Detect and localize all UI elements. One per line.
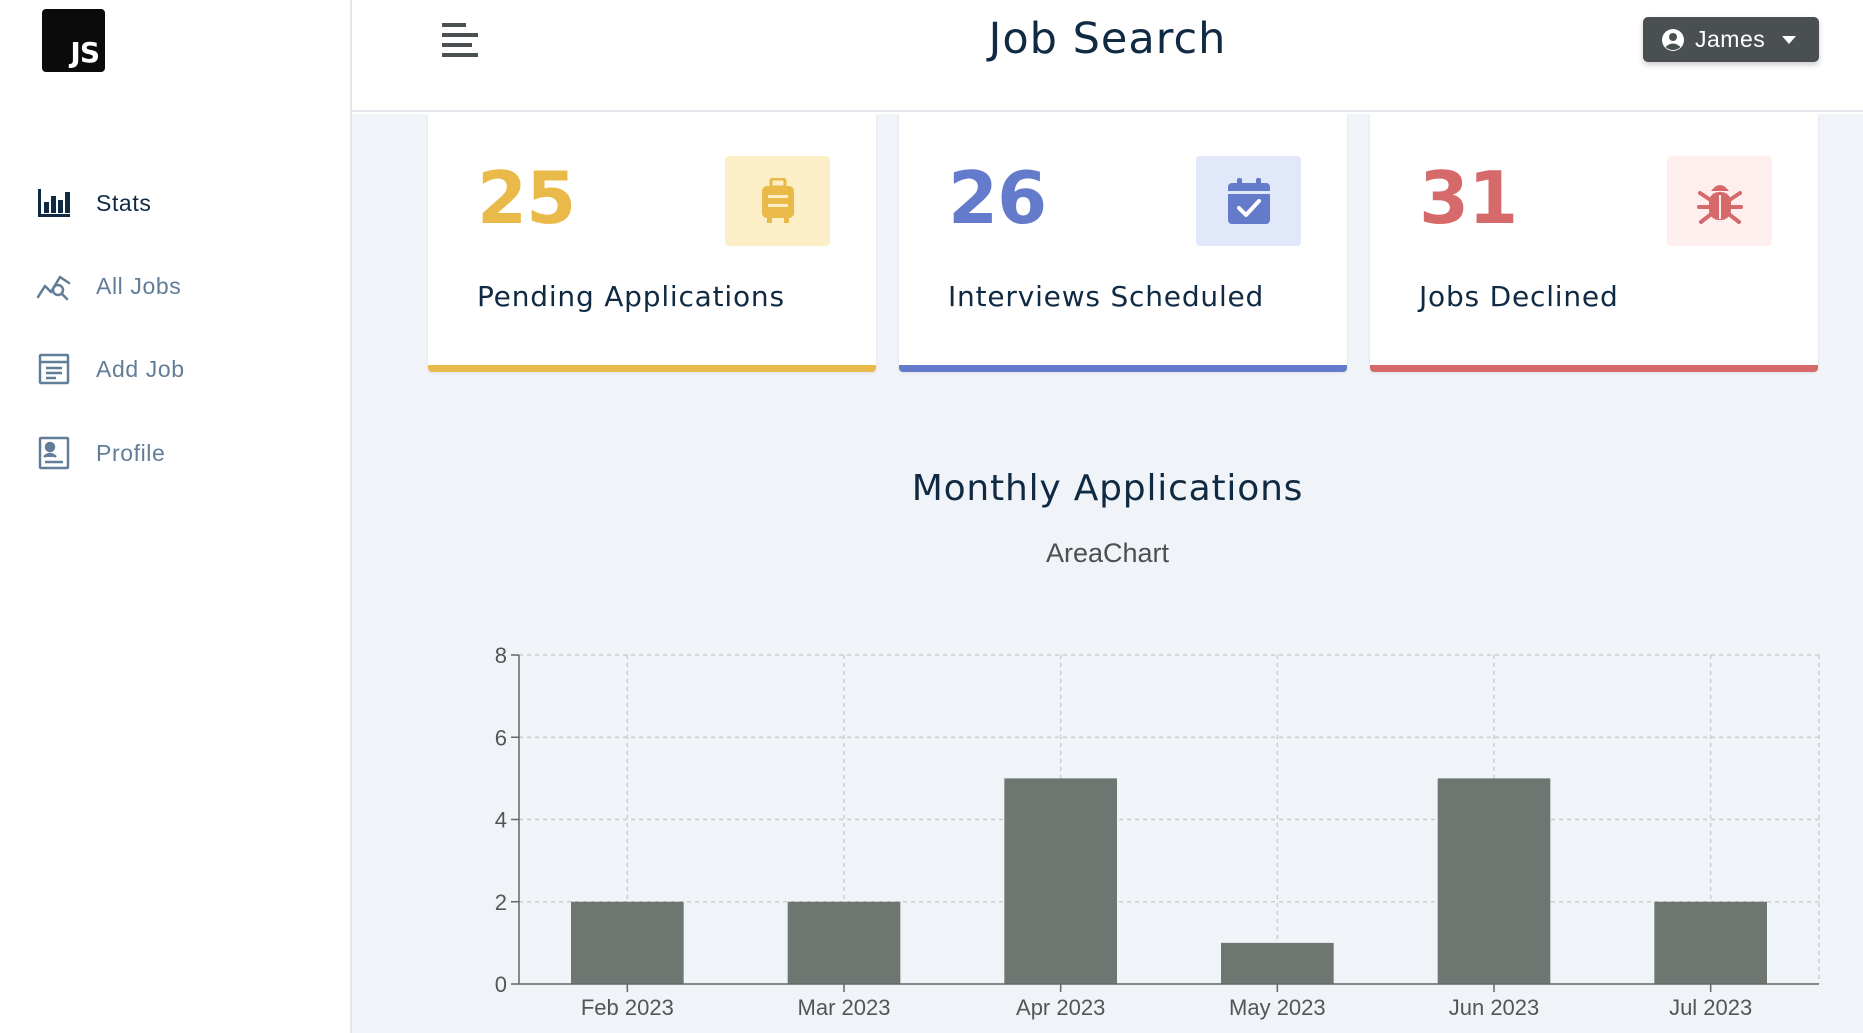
suitcase-icon [725, 156, 830, 246]
chart-bar [1221, 942, 1334, 984]
menu-icon [442, 23, 478, 57]
chart-search-icon [36, 268, 72, 304]
stat-label: Jobs Declined [1419, 280, 1619, 313]
y-tick-label: 4 [495, 808, 507, 833]
form-icon [36, 351, 72, 387]
bar-chart-icon [36, 185, 72, 221]
monthly-applications-chart: 0 2 4 6 8 Feb 2023 Mar 2023 Apr 2023 May 2023 Jun… [495, 643, 1820, 1020]
sidebar: JS Stats All Jobs [0, 0, 352, 1033]
x-tick-label: May 2023 [1229, 995, 1326, 1020]
y-tick-label: 2 [495, 890, 507, 915]
stat-count: 31 [1419, 156, 1518, 240]
stat-card-pending: 25 Pending Applications [428, 114, 876, 372]
sidebar-item-add-job[interactable]: Add Job [36, 347, 185, 391]
user-circle-icon [1662, 28, 1684, 51]
logo-text: JS [70, 36, 100, 69]
stat-card-declined: 31 Jobs Declined [1370, 114, 1818, 372]
x-tick-label: Jul 2023 [1669, 995, 1752, 1020]
x-tick-label: Mar 2023 [798, 995, 891, 1020]
x-tick-label: Jun 2023 [1449, 995, 1540, 1020]
sidebar-item-all-jobs[interactable]: All Jobs [36, 264, 181, 308]
dashboard-main: 25 Pending Applications 26 Intervi [352, 114, 1863, 1033]
x-tick-label: Apr 2023 [1016, 995, 1105, 1020]
sidebar-item-label: Profile [96, 439, 166, 466]
logo[interactable]: JS [42, 9, 105, 72]
chart-bar [1004, 778, 1117, 984]
chart-bar [787, 901, 901, 984]
id-card-icon [36, 435, 72, 471]
bug-icon [1667, 156, 1772, 246]
sidebar-item-label: Stats [96, 189, 152, 216]
stat-count: 25 [477, 156, 576, 240]
chart-bar [1654, 901, 1767, 984]
chart-type-toggle[interactable]: AreaChart [352, 538, 1863, 569]
top-navbar: Job Search James [352, 0, 1863, 112]
y-tick-label: 0 [495, 972, 507, 997]
calendar-check-icon [1196, 156, 1301, 246]
stat-count: 26 [948, 156, 1047, 240]
chart-type-toggle-label[interactable]: AreaChart [1045, 538, 1170, 568]
chart-title: Monthly Applications [911, 468, 1304, 509]
chart-bar [571, 901, 684, 984]
x-tick-label: Feb 2023 [581, 995, 674, 1020]
sidebar-item-profile[interactable]: Profile [36, 431, 165, 475]
user-menu-button[interactable]: James [1643, 17, 1819, 62]
y-tick-label: 6 [495, 725, 507, 750]
stat-label: Pending Applications [477, 280, 785, 313]
sidebar-toggle-button[interactable] [440, 20, 480, 60]
chevron-down-icon [1782, 35, 1797, 44]
chart-bar [1437, 778, 1551, 984]
stat-card-interviews: 26 Interviews Scheduled [899, 114, 1347, 372]
sidebar-item-label: All Jobs [96, 272, 182, 299]
sidebar-item-stats[interactable]: Stats [36, 181, 151, 225]
sidebar-item-label: Add Job [96, 355, 185, 382]
user-name: James [1695, 26, 1766, 52]
y-tick-label: 8 [495, 643, 507, 668]
stat-label: Interviews Scheduled [948, 280, 1265, 313]
page-title: Job Search [988, 14, 1227, 64]
